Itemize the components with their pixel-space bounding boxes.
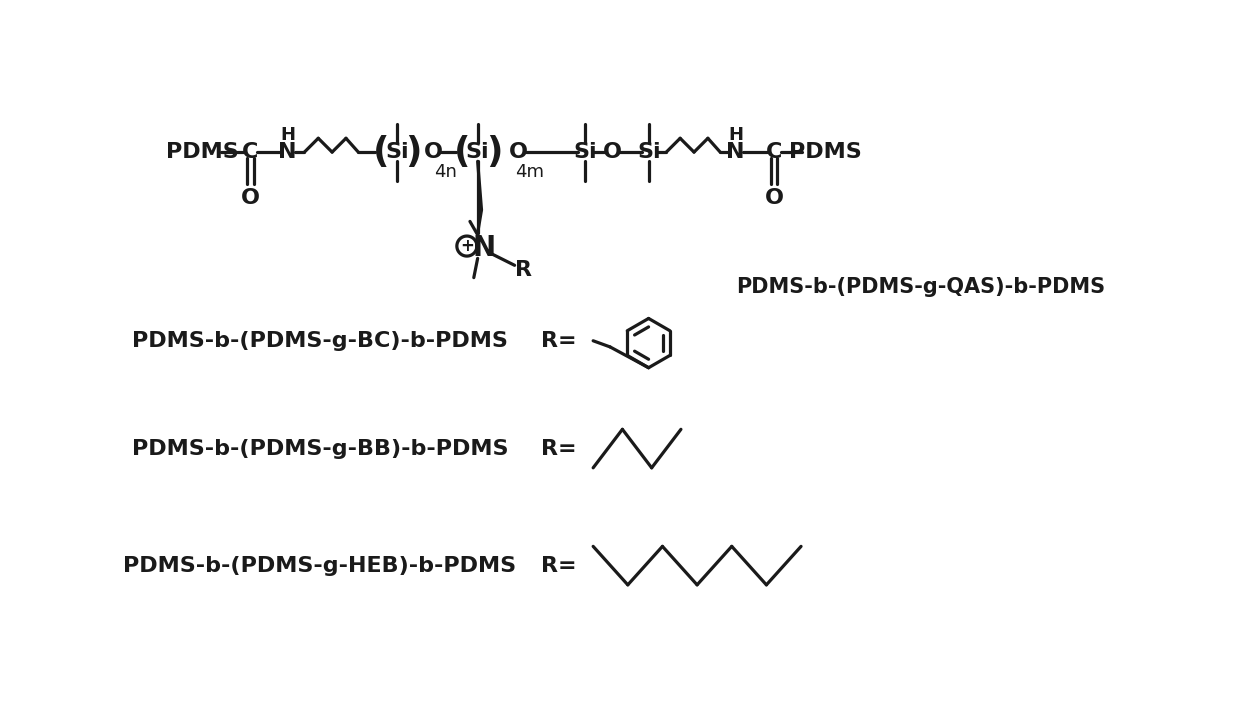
Text: N: N	[278, 142, 296, 162]
Text: PDMS-b-(PDMS-g-BC)-b-PDMS: PDMS-b-(PDMS-g-BC)-b-PDMS	[131, 331, 507, 351]
Text: Si: Si	[637, 142, 661, 162]
Text: C: C	[242, 142, 259, 162]
Text: R=: R=	[541, 331, 577, 351]
Text: Si: Si	[466, 142, 490, 162]
Text: O: O	[424, 142, 443, 162]
Text: O: O	[765, 188, 784, 208]
Text: Si: Si	[574, 142, 598, 162]
Text: H: H	[728, 126, 743, 144]
Text: Si: Si	[384, 142, 409, 162]
Text: PDMS-b-(PDMS-g-HEB)-b-PDMS: PDMS-b-(PDMS-g-HEB)-b-PDMS	[123, 555, 516, 576]
Text: PDMS: PDMS	[166, 142, 239, 162]
Text: PDMS: PDMS	[789, 142, 862, 162]
Text: R: R	[516, 260, 532, 280]
Text: +: +	[460, 237, 474, 255]
Text: H: H	[280, 126, 295, 144]
Text: PDMS-b-(PDMS-g-QAS)-b-PDMS: PDMS-b-(PDMS-g-QAS)-b-PDMS	[735, 277, 1105, 297]
Text: N: N	[727, 142, 745, 162]
Text: O: O	[241, 188, 260, 208]
Text: O: O	[603, 142, 622, 162]
Text: ): )	[405, 135, 422, 169]
Text: 4n: 4n	[434, 163, 456, 181]
Text: R=: R=	[541, 439, 577, 458]
Text: O: O	[508, 142, 528, 162]
Text: N: N	[472, 234, 495, 262]
Text: C: C	[766, 142, 782, 162]
Text: (: (	[454, 135, 470, 169]
Text: 4m: 4m	[516, 163, 544, 181]
Text: R=: R=	[541, 555, 577, 576]
Text: (: (	[373, 135, 389, 169]
Text: ): )	[486, 135, 503, 169]
Text: PDMS-b-(PDMS-g-BB)-b-PDMS: PDMS-b-(PDMS-g-BB)-b-PDMS	[131, 439, 508, 458]
